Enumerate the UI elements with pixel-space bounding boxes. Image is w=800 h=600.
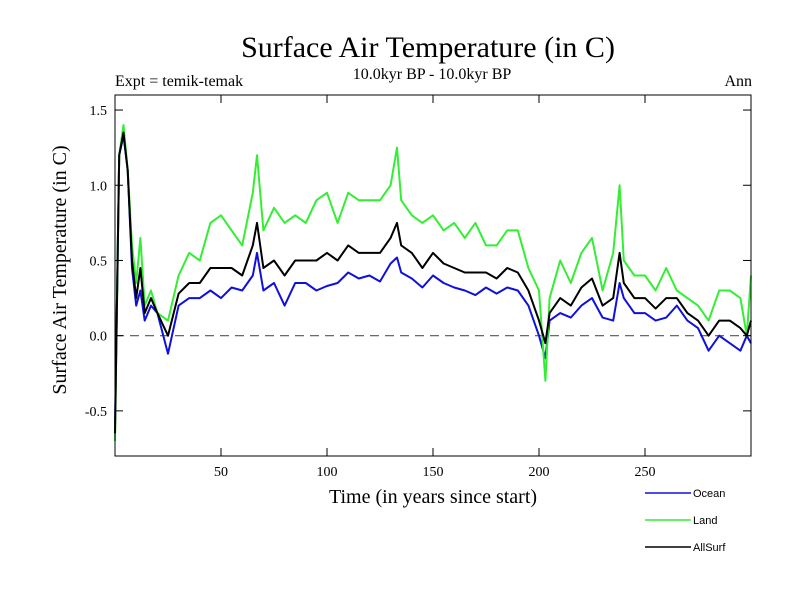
x-axis-label: Time (in years since start) xyxy=(329,486,537,508)
y-tick-label: -0.5 xyxy=(85,405,107,420)
y-tick-label: 0.0 xyxy=(90,330,108,345)
series-line-ocean xyxy=(114,134,752,426)
experiment-label: Expt = temik-temak xyxy=(115,73,243,90)
x-tick-label: 250 xyxy=(635,465,656,480)
series-line-land xyxy=(114,124,752,442)
x-tick-label: 150 xyxy=(423,465,444,480)
period-label: 10.0kyr BP - 10.0kyr BP xyxy=(353,66,512,83)
x-tick-label: 100 xyxy=(317,465,338,480)
series-line-allsurf xyxy=(114,131,752,434)
x-tick-label: 50 xyxy=(214,465,228,480)
season-label: Ann xyxy=(724,73,752,90)
y-tick-label: 0.5 xyxy=(90,254,108,269)
x-tick-label: 200 xyxy=(529,465,550,480)
y-axis-label: Surface Air Temperature (in C) xyxy=(49,145,71,394)
legend: Ocean Land AllSurf xyxy=(645,488,726,554)
legend-label-ocean: Ocean xyxy=(693,488,725,500)
plot-area: 50 100 150 200 250 -0.5 0.0 0.5 1.0 1.5 xyxy=(85,94,752,480)
legend-label-land: Land xyxy=(693,515,717,527)
legend-label-allsurf: AllSurf xyxy=(693,542,726,554)
chart-title: Surface Air Temperature (in C) xyxy=(241,31,615,64)
y-tick-label: 1.0 xyxy=(90,179,108,194)
y-tick-label: 1.5 xyxy=(90,104,108,119)
